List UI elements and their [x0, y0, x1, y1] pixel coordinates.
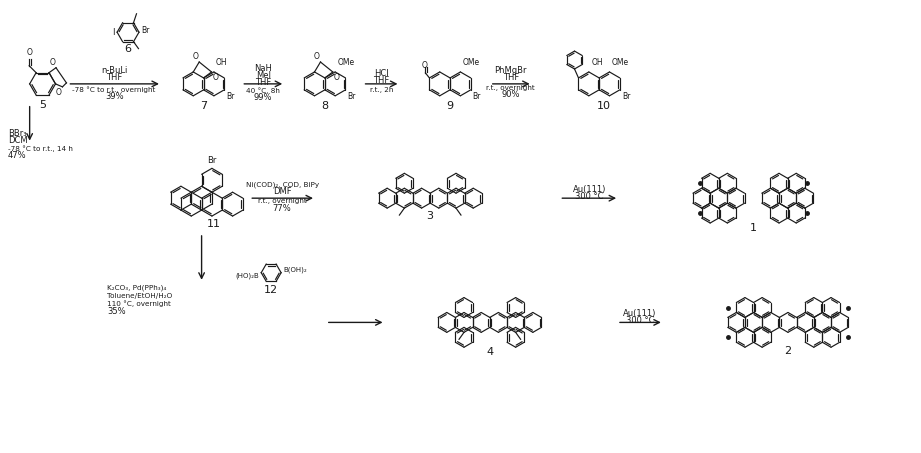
Text: 12: 12 — [264, 284, 278, 294]
Text: 7: 7 — [200, 101, 207, 111]
Text: O: O — [213, 73, 218, 82]
Text: THF: THF — [503, 73, 519, 82]
Text: O: O — [192, 52, 198, 61]
Text: K₂CO₃, Pd(PPh₃)₄: K₂CO₃, Pd(PPh₃)₄ — [107, 284, 167, 291]
Text: r.t., overnight: r.t., overnight — [486, 85, 535, 91]
Text: r.t., 2h: r.t., 2h — [370, 87, 393, 93]
Text: O: O — [49, 58, 55, 67]
Text: 300 °C: 300 °C — [575, 192, 603, 201]
Text: OH: OH — [216, 58, 227, 67]
Text: 110 °C, overnight: 110 °C, overnight — [107, 300, 171, 307]
Text: O: O — [314, 52, 320, 61]
Text: BBr₃: BBr₃ — [7, 129, 27, 138]
Text: 5: 5 — [39, 100, 46, 110]
Text: 90%: 90% — [501, 90, 520, 99]
Text: 3: 3 — [426, 211, 434, 221]
Text: Br: Br — [347, 92, 356, 101]
Text: 300 °C: 300 °C — [625, 316, 654, 325]
Text: 2: 2 — [785, 346, 791, 356]
Text: O: O — [422, 61, 427, 70]
Text: Br: Br — [227, 92, 235, 101]
Text: THF: THF — [373, 77, 390, 86]
Text: O: O — [26, 48, 32, 57]
Text: 9: 9 — [447, 101, 454, 111]
Text: 40 °C, 8h: 40 °C, 8h — [246, 87, 280, 94]
Text: Br: Br — [207, 156, 216, 165]
Text: OMe: OMe — [462, 58, 480, 67]
Text: THF: THF — [255, 78, 272, 87]
Text: Au(111): Au(111) — [573, 185, 606, 194]
Text: THF: THF — [106, 73, 122, 82]
Text: DMF: DMF — [273, 187, 291, 196]
Text: Br: Br — [472, 92, 481, 101]
Text: 10: 10 — [597, 101, 612, 111]
Text: Toluene/EtOH/H₂O: Toluene/EtOH/H₂O — [107, 293, 172, 299]
Text: Au(111): Au(111) — [624, 309, 657, 318]
Text: 4: 4 — [486, 347, 494, 357]
Text: Br: Br — [622, 92, 630, 101]
Text: 47%: 47% — [7, 151, 27, 160]
Text: Br: Br — [141, 26, 149, 35]
Text: n-BuLi: n-BuLi — [101, 67, 127, 76]
Text: r.t., overnight: r.t., overnight — [258, 198, 307, 204]
Text: 11: 11 — [207, 219, 221, 229]
Text: I: I — [111, 28, 114, 37]
Text: 35%: 35% — [107, 307, 126, 316]
Text: PhMgBr: PhMgBr — [495, 67, 527, 76]
Text: (HO)₂B: (HO)₂B — [236, 272, 259, 279]
Text: 6: 6 — [124, 44, 132, 54]
Text: 1: 1 — [750, 223, 757, 233]
Text: O: O — [55, 88, 62, 97]
Text: OH: OH — [592, 58, 603, 67]
Text: 77%: 77% — [273, 203, 291, 212]
Text: OMe: OMe — [612, 58, 629, 67]
Text: O: O — [333, 73, 340, 82]
Text: MeI: MeI — [256, 72, 271, 81]
Text: 8: 8 — [321, 101, 329, 111]
Text: 99%: 99% — [254, 93, 273, 102]
Text: NaH: NaH — [254, 64, 272, 73]
Text: HCl: HCl — [374, 69, 389, 78]
Text: 39%: 39% — [105, 92, 123, 101]
Text: OMe: OMe — [337, 58, 355, 67]
Text: B(OH)₂: B(OH)₂ — [283, 266, 307, 273]
Text: Ni(COD)₂, COD, BiPy: Ni(COD)₂, COD, BiPy — [246, 181, 319, 188]
Text: -78 °C to r.t., 14 h: -78 °C to r.t., 14 h — [7, 145, 73, 152]
Text: DCM: DCM — [7, 136, 28, 145]
Text: -78 °C to r.t., overnight: -78 °C to r.t., overnight — [73, 87, 156, 93]
